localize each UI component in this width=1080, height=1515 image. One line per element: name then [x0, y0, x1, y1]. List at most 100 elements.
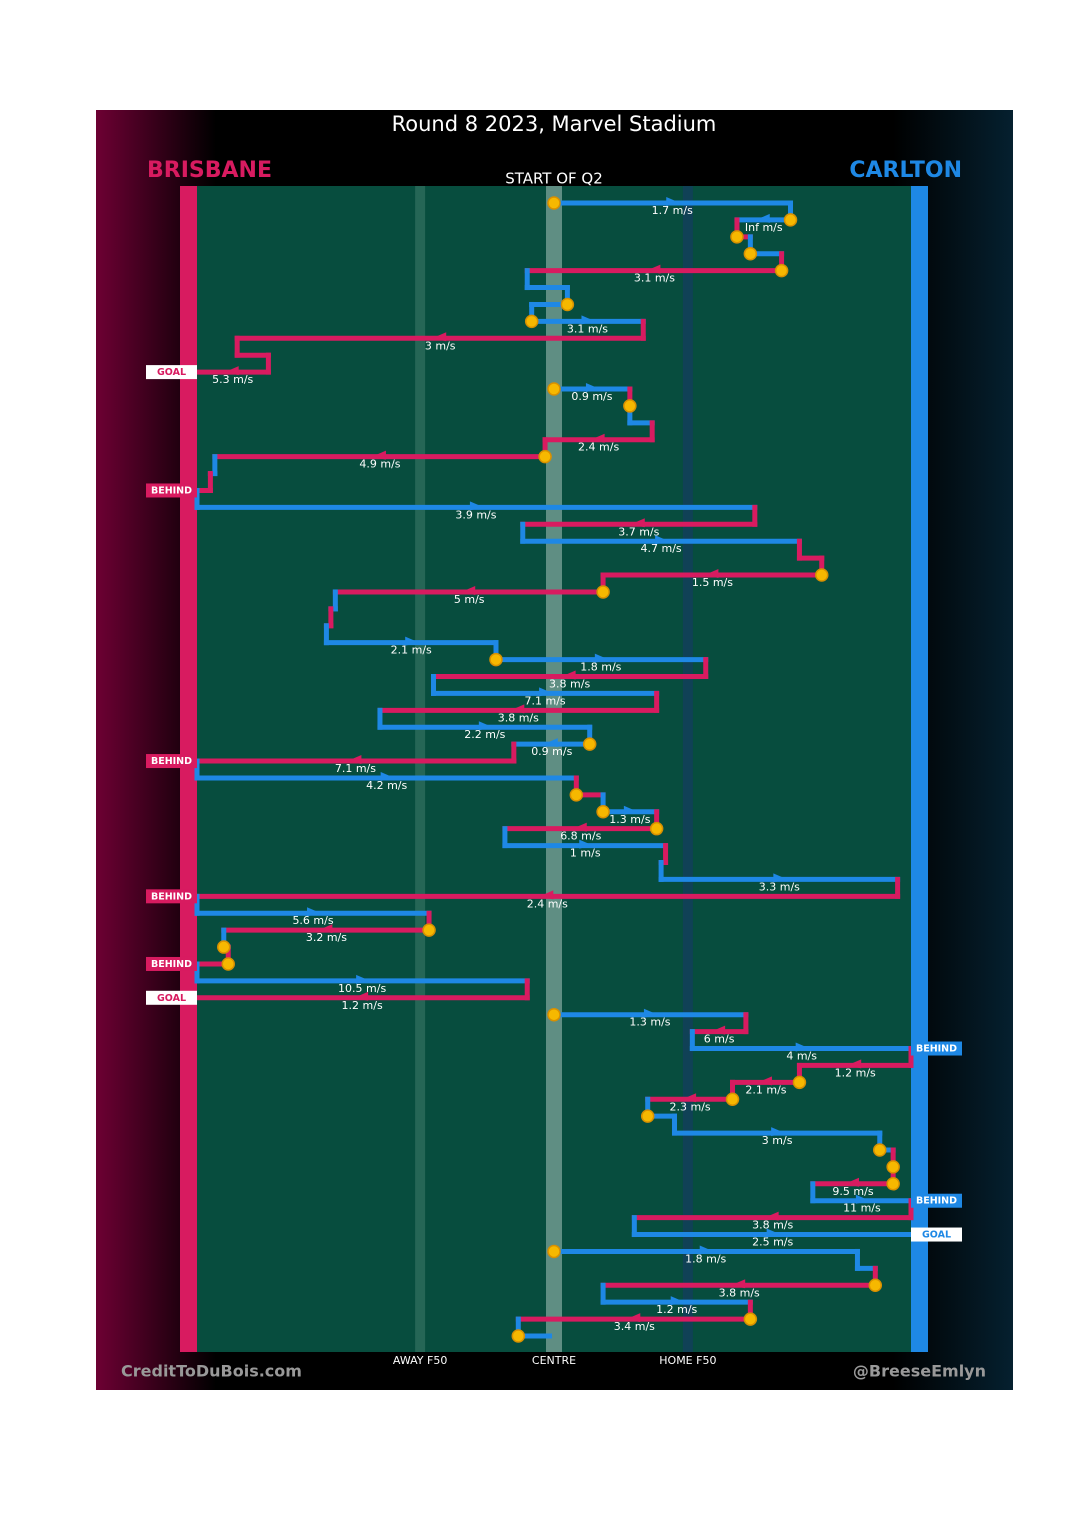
outcome-box — [146, 754, 197, 769]
direction-arrow — [623, 805, 638, 815]
speed-label: 1.5 m/s — [692, 576, 733, 589]
speed-label: 1.7 m/s — [652, 204, 693, 217]
speed-label: 7.1 m/s — [335, 762, 376, 775]
stoppage-marker — [596, 585, 610, 599]
speed-label: 1.3 m/s — [629, 1016, 670, 1029]
speed-label: 2.1 m/s — [391, 644, 432, 657]
stoppage-marker — [873, 1143, 887, 1157]
direction-arrow — [579, 839, 594, 849]
direction-arrow — [847, 1059, 862, 1069]
speed-label: 4.7 m/s — [641, 542, 682, 555]
outcome-box — [146, 365, 197, 380]
speed-label: 3.9 m/s — [455, 508, 496, 521]
outcome-label: GOAL — [922, 1230, 951, 1241]
speed-label: 0.9 m/s — [531, 745, 572, 758]
speed-label: 3.1 m/s — [567, 322, 608, 335]
speed-label: 1.8 m/s — [580, 661, 621, 674]
stoppage-marker — [547, 1244, 561, 1259]
stoppage-marker — [569, 788, 584, 802]
direction-arrow — [572, 822, 587, 832]
stoppage-marker — [649, 821, 664, 836]
speed-label: 2.2 m/s — [464, 728, 505, 741]
speed-label: 1.2 m/s — [342, 999, 383, 1012]
direction-arrow — [773, 873, 788, 883]
direction-arrow — [682, 1093, 697, 1103]
speed-label: 4 m/s — [786, 1050, 817, 1063]
speed-label: 3 m/s — [425, 339, 456, 352]
outcome-label: GOAL — [157, 993, 186, 1004]
stoppage-marker — [868, 1278, 883, 1293]
direction-arrow — [646, 264, 661, 274]
stoppage-marker — [815, 568, 829, 582]
direction-arrow — [643, 1008, 658, 1018]
stoppage-marker — [422, 923, 436, 937]
direction-arrow — [764, 1211, 779, 1221]
direction-arrow — [590, 433, 605, 443]
speed-label: 9.5 m/s — [832, 1185, 873, 1198]
speed-label: 1.2 m/s — [656, 1303, 697, 1316]
speed-label: 7.1 m/s — [524, 694, 565, 707]
stoppage-marker — [524, 314, 539, 329]
stoppage-marker — [774, 263, 789, 278]
outcome-label: BEHIND — [916, 1044, 957, 1055]
speed-label: 3 m/s — [762, 1134, 793, 1147]
x-tick-label: CENTRE — [532, 1354, 576, 1367]
speed-label: 3.1 m/s — [634, 272, 675, 285]
direction-arrow — [539, 890, 554, 900]
team-name: BRISBANE — [147, 158, 272, 183]
tick-stripe — [415, 186, 426, 1352]
speed-label: Inf m/s — [745, 221, 783, 234]
stoppage-marker — [489, 652, 503, 667]
speed-label: 3.7 m/s — [618, 525, 659, 538]
direction-arrow — [543, 738, 558, 748]
direction-arrow — [347, 755, 362, 765]
direction-arrow — [356, 974, 371, 984]
speed-label: 3.8 m/s — [719, 1286, 760, 1299]
team-bar — [180, 186, 197, 1352]
credit: CreditToDuBois.com — [121, 1362, 302, 1381]
direction-arrow — [224, 366, 239, 376]
direction-arrow — [699, 1245, 714, 1255]
direction-arrow — [731, 1279, 746, 1289]
stoppage-marker — [743, 1312, 758, 1326]
outcome-box — [146, 889, 197, 904]
speed-label: 3.4 m/s — [614, 1320, 655, 1333]
speed-label: 6.8 m/s — [560, 830, 601, 843]
outcome-box — [146, 990, 197, 1005]
direction-arrow — [318, 924, 333, 934]
direction-arrow — [461, 585, 476, 595]
speed-label: 2.4 m/s — [527, 897, 568, 910]
stoppage-marker — [730, 230, 744, 244]
direction-arrow — [380, 771, 395, 781]
speed-label: 4.2 m/s — [366, 779, 407, 792]
stoppage-marker — [886, 1177, 900, 1191]
team-bar — [911, 186, 928, 1352]
speed-label: 5.3 m/s — [212, 373, 253, 386]
outcome-box — [911, 1041, 962, 1056]
outcome-label: BEHIND — [151, 959, 192, 970]
speed-label: 0.9 m/s — [571, 390, 612, 403]
outcome-label: BEHIND — [916, 1196, 957, 1207]
speed-label: 2.5 m/s — [752, 1236, 793, 1249]
stoppage-marker — [640, 1109, 655, 1123]
direction-arrow — [478, 721, 493, 731]
tick-stripe — [546, 186, 562, 1352]
x-tick-label: HOME F50 — [659, 1354, 716, 1367]
direction-arrow — [670, 1296, 685, 1306]
direction-arrow — [771, 1127, 786, 1137]
speed-label: 6 m/s — [704, 1033, 735, 1046]
direction-arrow — [539, 687, 554, 697]
outcome-label: GOAL — [157, 367, 186, 378]
direction-arrow — [844, 1177, 859, 1187]
speed-label: 5.6 m/s — [292, 914, 333, 927]
stoppage-marker — [783, 213, 798, 227]
direction-arrow — [755, 213, 770, 223]
direction-arrow — [432, 332, 447, 342]
speed-label: 2.1 m/s — [745, 1083, 786, 1096]
speed-label: 3.8 m/s — [498, 711, 539, 724]
direction-arrow — [307, 907, 322, 917]
speed-label: 3.3 m/s — [759, 880, 800, 893]
speed-label: 1 m/s — [570, 847, 601, 860]
stoppage-marker — [886, 1160, 900, 1174]
